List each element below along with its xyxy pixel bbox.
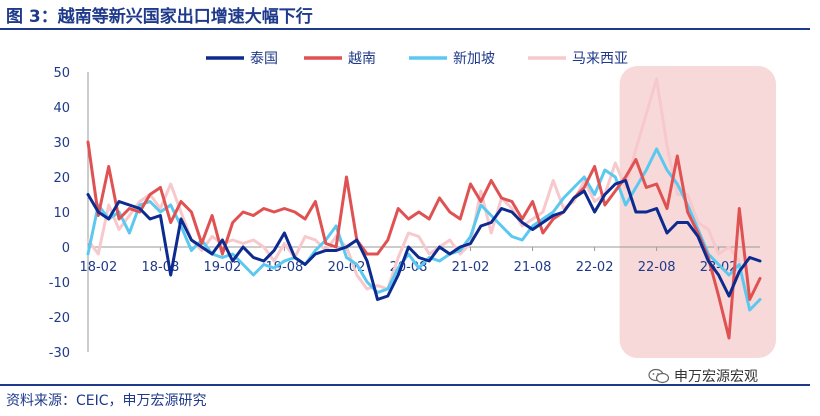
y-tick-label: -10	[49, 276, 70, 291]
legend-label: 新加坡	[453, 51, 495, 67]
x-tick-label: 19-02	[204, 260, 242, 275]
y-tick-label: 0	[62, 241, 70, 256]
series-line-泰国	[86, 179, 762, 301]
x-tick-label: 19-08	[266, 260, 304, 275]
legend-label: 越南	[348, 51, 376, 67]
y-tick-label: 10	[53, 206, 70, 221]
y-tick-label: 20	[53, 171, 70, 186]
figure-title: 图 3：越南等新兴国家出口增速大幅下行	[6, 7, 313, 27]
legend-label: 泰国	[250, 51, 278, 67]
highlight-band	[619, 66, 776, 358]
series-line-越南	[86, 140, 762, 340]
legend-label: 马来西亚	[572, 51, 628, 67]
watermark-text: 申万宏源宏观	[674, 369, 758, 385]
y-tick-label: 40	[53, 101, 70, 116]
footer-rule	[0, 384, 810, 386]
x-tick-label: 22-02	[576, 260, 614, 275]
watermark: 申万宏源宏观	[648, 366, 758, 386]
x-tick-label: 21-02	[452, 260, 490, 275]
x-tick-label: 22-08	[638, 260, 676, 275]
x-tick-label: 21-08	[514, 260, 552, 275]
x-tick-label: 18-02	[79, 260, 117, 275]
y-tick-label: 30	[53, 136, 70, 151]
y-tick-label: -30	[49, 346, 70, 361]
wechat-icon	[648, 368, 670, 384]
source-note: 资料来源：CEIC，申万宏源研究	[6, 393, 207, 409]
title-rule	[0, 28, 810, 30]
y-tick-label: -20	[49, 311, 70, 326]
y-tick-label: 50	[53, 66, 70, 81]
